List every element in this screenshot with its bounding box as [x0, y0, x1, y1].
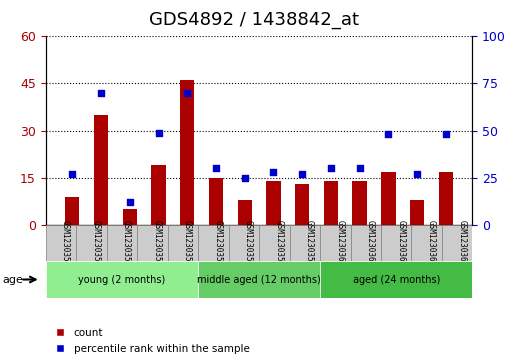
Bar [410, 200, 424, 225]
FancyBboxPatch shape [320, 225, 351, 261]
Text: GDS4892 / 1438842_at: GDS4892 / 1438842_at [149, 11, 359, 29]
FancyBboxPatch shape [168, 225, 198, 261]
Text: GSM1230354: GSM1230354 [152, 220, 162, 266]
Bar [180, 80, 195, 225]
Point [442, 131, 450, 137]
Point [298, 171, 306, 177]
Text: GSM1230362: GSM1230362 [396, 220, 405, 266]
Text: GSM1230356: GSM1230356 [213, 220, 223, 266]
Bar [122, 209, 137, 225]
FancyBboxPatch shape [320, 261, 472, 298]
Bar [209, 178, 223, 225]
Text: young (2 months): young (2 months) [78, 274, 166, 285]
Point [212, 166, 220, 171]
Bar [65, 197, 79, 225]
Text: aged (24 months): aged (24 months) [353, 274, 440, 285]
Text: GSM1230359: GSM1230359 [305, 220, 314, 266]
Point [327, 166, 335, 171]
Legend: count, percentile rank within the sample: count, percentile rank within the sample [51, 324, 254, 358]
FancyBboxPatch shape [351, 225, 381, 261]
Text: GSM1230353: GSM1230353 [122, 220, 131, 266]
Bar [324, 181, 338, 225]
Bar [266, 181, 280, 225]
Text: GSM1230352: GSM1230352 [91, 220, 101, 266]
FancyBboxPatch shape [259, 225, 290, 261]
Point [183, 90, 192, 96]
Bar [381, 172, 396, 225]
Bar [439, 172, 453, 225]
Bar [94, 115, 108, 225]
FancyBboxPatch shape [381, 225, 411, 261]
Text: GSM1230360: GSM1230360 [335, 220, 344, 266]
Point [413, 171, 421, 177]
FancyBboxPatch shape [198, 261, 320, 298]
Point [356, 166, 364, 171]
Text: GSM1230358: GSM1230358 [274, 220, 283, 266]
Text: age: age [3, 274, 23, 285]
Text: middle aged (12 months): middle aged (12 months) [197, 274, 321, 285]
Point [125, 200, 134, 205]
Text: GSM1230351: GSM1230351 [61, 220, 70, 266]
Bar [353, 181, 367, 225]
FancyBboxPatch shape [229, 225, 259, 261]
FancyBboxPatch shape [46, 261, 198, 298]
FancyBboxPatch shape [442, 225, 472, 261]
Point [385, 131, 393, 137]
Bar [151, 165, 166, 225]
Point [241, 175, 249, 181]
FancyBboxPatch shape [411, 225, 442, 261]
Bar [295, 184, 309, 225]
FancyBboxPatch shape [107, 225, 137, 261]
Point [154, 130, 163, 135]
Text: GSM1230355: GSM1230355 [183, 220, 192, 266]
FancyBboxPatch shape [198, 225, 229, 261]
FancyBboxPatch shape [137, 225, 168, 261]
Text: GSM1230363: GSM1230363 [427, 220, 436, 266]
Text: GSM1230357: GSM1230357 [244, 220, 253, 266]
Bar [238, 200, 252, 225]
Text: GSM1230364: GSM1230364 [457, 220, 466, 266]
FancyBboxPatch shape [76, 225, 107, 261]
Text: GSM1230361: GSM1230361 [366, 220, 375, 266]
Point [269, 169, 277, 175]
Point [68, 171, 76, 177]
FancyBboxPatch shape [46, 225, 76, 261]
Point [97, 90, 105, 96]
FancyBboxPatch shape [290, 225, 320, 261]
